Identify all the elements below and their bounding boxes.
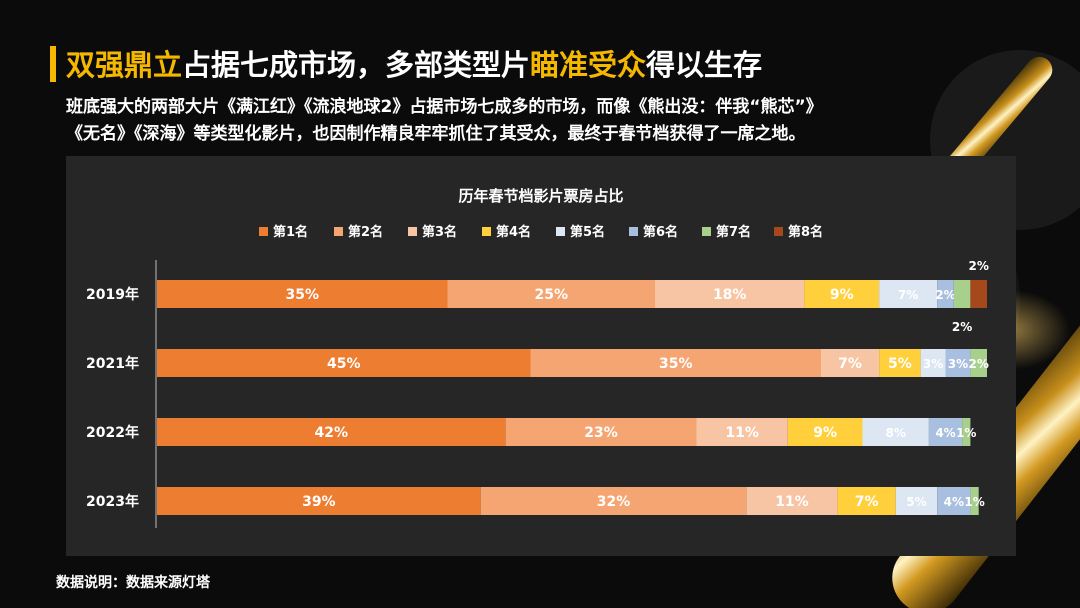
data-label-1-6: 2% <box>935 288 955 302</box>
bar-2-7 <box>970 349 987 377</box>
legend-label-8: 第8名 <box>788 224 823 240</box>
legend-swatch-5 <box>556 227 565 236</box>
data-label-4-7: 1% <box>964 495 984 509</box>
page-subtitle: 班底强大的两部大片《满江红》《流浪地球2》占据市场七成多的市场，而像《熊出没：伴… <box>66 94 1026 148</box>
data-label-4-6: 4% <box>944 495 964 509</box>
legend-swatch-6 <box>629 227 638 236</box>
bar-4-1 <box>157 487 481 515</box>
bar-2-5 <box>920 349 946 377</box>
bar-1-8 <box>970 280 987 308</box>
bar-2-4 <box>879 349 921 377</box>
bar-1-7 <box>953 280 971 308</box>
bar-1-5 <box>879 280 938 308</box>
legend-label-2: 第2名 <box>348 224 383 240</box>
data-label-3-3: 11% <box>725 425 759 441</box>
data-label-2-2: 35% <box>659 356 693 372</box>
data-label-1-8: 2% <box>969 259 989 273</box>
data-label-4-4: 7% <box>855 494 879 510</box>
bar-4-2 <box>480 487 747 515</box>
data-label-1-4: 9% <box>830 287 854 303</box>
bar-4-4 <box>837 487 896 515</box>
data-label-3-5: 8% <box>886 426 906 440</box>
bar-2-1 <box>157 349 531 377</box>
category-label-4: 2023年 <box>86 493 139 510</box>
bar-1-3 <box>655 280 805 308</box>
data-label-4-5: 5% <box>906 495 926 509</box>
bar-3-6 <box>928 418 963 446</box>
data-label-3-1: 42% <box>315 425 349 441</box>
data-label-4-2: 32% <box>597 494 631 510</box>
legend-label-3: 第3名 <box>422 224 457 240</box>
data-label-1-5: 7% <box>898 288 918 302</box>
bar-1-1 <box>157 280 448 308</box>
title-accent-bar <box>50 46 56 82</box>
data-label-1-7: 2% <box>952 320 972 334</box>
category-label-3: 2022年 <box>86 424 139 441</box>
legend-label-4: 第4名 <box>496 224 531 240</box>
subtitle-line-2: 《无名》《深海》等类型化影片，也因制作精良牢牢抓住了其受众，最终于春节档获得了一… <box>66 124 806 144</box>
bar-1-4 <box>804 280 880 308</box>
bar-3-4 <box>787 418 863 446</box>
data-label-2-5: 3% <box>923 357 943 371</box>
category-label-1: 2019年 <box>86 286 139 303</box>
bar-1-6 <box>937 280 954 308</box>
bar-4-5 <box>895 487 938 515</box>
data-label-2-7: 2% <box>969 357 989 371</box>
bar-3-7 <box>962 418 971 446</box>
page-title: 双强鼎立占据七成市场，多部类型片瞄准受众得以生存 <box>66 42 762 84</box>
bar-3-2 <box>505 418 697 446</box>
data-label-1-2: 25% <box>534 287 568 303</box>
data-source-note: 数据说明：数据来源灯塔 <box>56 575 210 591</box>
title-text-1: 占据七成市场，多部类型片 <box>182 48 531 82</box>
bar-2-6 <box>945 349 971 377</box>
legend-label-1: 第1名 <box>273 224 308 240</box>
data-label-2-6: 3% <box>948 357 968 371</box>
bar-4-6 <box>937 487 971 515</box>
legend-label-7: 第7名 <box>716 224 751 240</box>
bar-3-3 <box>696 418 788 446</box>
legend-label-5: 第5名 <box>570 224 605 240</box>
bar-3-1 <box>157 418 506 446</box>
data-label-4-3: 11% <box>775 494 809 510</box>
subtitle-line-1: 班底强大的两部大片《满江红》《流浪地球2》占据市场七成多的市场，而像《熊出没：伴… <box>66 97 823 117</box>
data-label-3-4: 9% <box>813 425 837 441</box>
data-label-2-4: 5% <box>888 356 912 372</box>
data-label-2-3: 7% <box>838 356 862 372</box>
legend-swatch-4 <box>482 227 491 236</box>
legend-swatch-1 <box>259 227 268 236</box>
bar-2-3 <box>821 349 880 377</box>
chart-title: 历年春节档影片票房占比 <box>458 187 623 205</box>
legend-swatch-8 <box>774 227 783 236</box>
data-label-1-3: 18% <box>713 287 747 303</box>
legend-swatch-2 <box>334 227 343 236</box>
title-highlight-1: 双强鼎立 <box>66 48 183 82</box>
data-label-3-2: 23% <box>584 425 618 441</box>
bar-1-2 <box>447 280 655 308</box>
data-label-4-1: 39% <box>302 494 336 510</box>
bar-3-5 <box>862 418 929 446</box>
data-label-3-7: 1% <box>956 426 976 440</box>
title-text-2: 得以生存 <box>646 48 763 82</box>
data-label-1-1: 35% <box>285 287 319 303</box>
legend-label-6: 第6名 <box>643 224 678 240</box>
chart-panel: 历年春节档影片票房占比第1名 第2名 第3名 第4名 第5名 第6名 第7名 第8名 2019年… <box>66 156 1016 556</box>
title-highlight-2: 瞄准受众 <box>530 48 647 82</box>
legend-swatch-7 <box>702 227 711 236</box>
category-label-2: 2021年 <box>86 355 139 372</box>
data-label-3-6: 4% <box>935 426 955 440</box>
bar-4-3 <box>746 487 838 515</box>
legend-swatch-3 <box>408 227 417 236</box>
bar-2-2 <box>530 349 821 377</box>
bar-4-7 <box>970 487 979 515</box>
data-label-2-1: 45% <box>327 356 361 372</box>
